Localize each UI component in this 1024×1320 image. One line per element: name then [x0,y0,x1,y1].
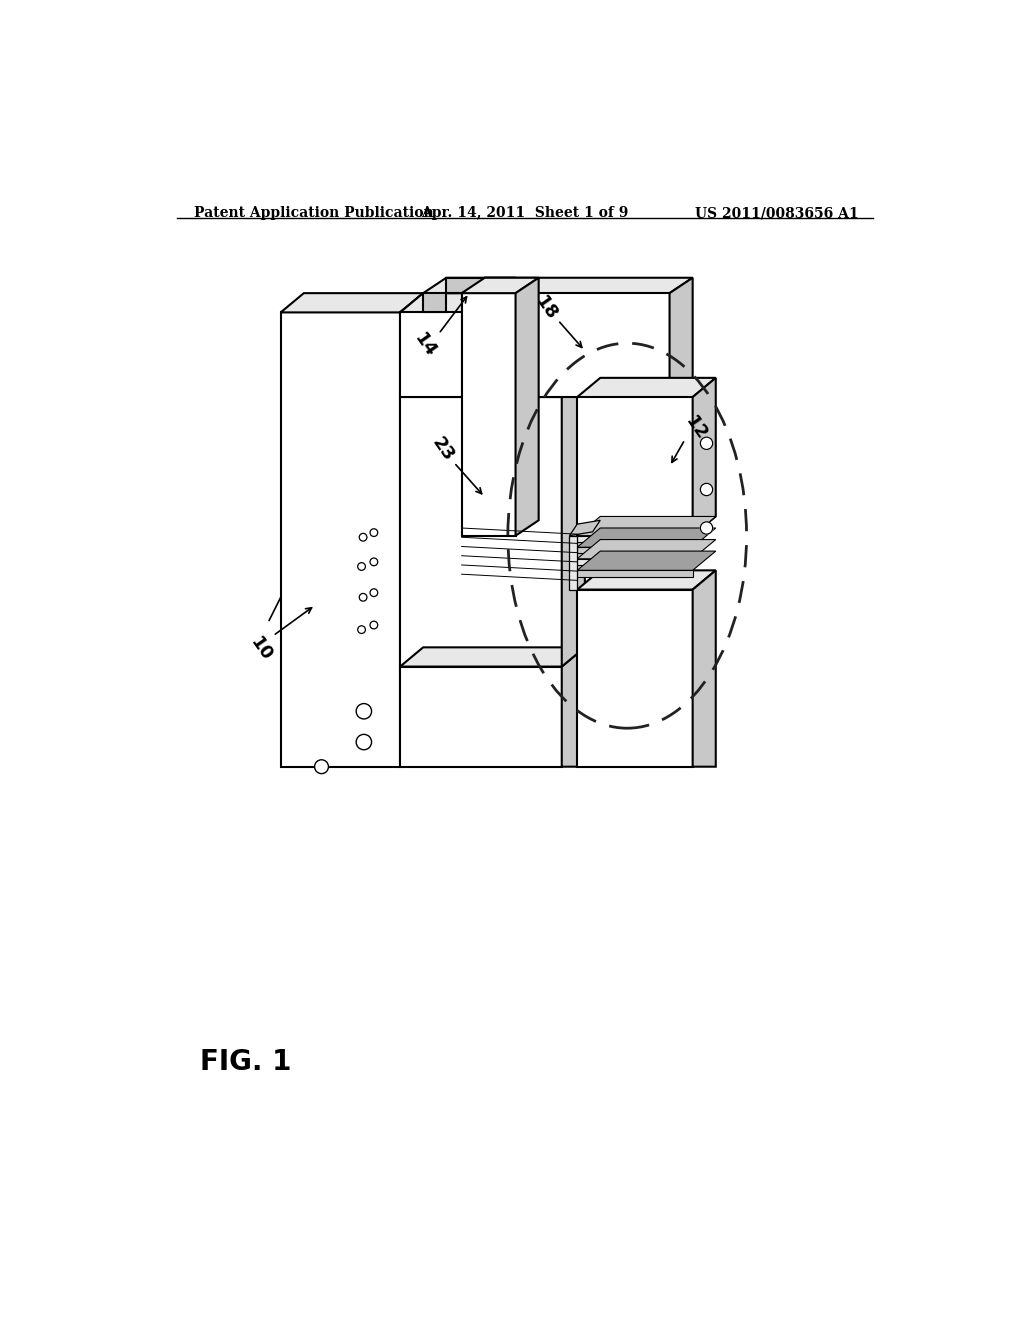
Polygon shape [578,590,692,767]
Polygon shape [692,570,716,767]
Polygon shape [400,293,585,313]
Polygon shape [281,293,423,313]
Text: US 2011/0083656 A1: US 2011/0083656 A1 [694,206,858,220]
Polygon shape [562,647,585,767]
Circle shape [359,533,367,541]
Polygon shape [578,570,716,590]
Circle shape [700,437,713,450]
Polygon shape [692,378,716,536]
Text: 23: 23 [428,434,457,465]
Circle shape [357,562,366,570]
Polygon shape [578,516,716,536]
Text: FIG. 1: FIG. 1 [200,1048,291,1076]
Polygon shape [400,667,562,767]
Text: 18: 18 [531,293,561,323]
Polygon shape [462,277,539,293]
Polygon shape [578,528,716,548]
Polygon shape [400,293,423,767]
Polygon shape [400,313,562,397]
Polygon shape [446,277,515,293]
Polygon shape [578,548,692,553]
Polygon shape [578,552,716,570]
Circle shape [314,760,329,774]
Polygon shape [562,378,585,667]
Circle shape [370,558,378,566]
Polygon shape [462,277,692,293]
Circle shape [370,529,378,536]
Text: 10: 10 [247,634,276,665]
Polygon shape [423,293,446,313]
Circle shape [700,521,713,535]
Circle shape [356,734,372,750]
Polygon shape [578,536,692,543]
Polygon shape [569,536,578,590]
Polygon shape [281,313,400,767]
Polygon shape [578,397,692,536]
Polygon shape [578,570,692,577]
Text: 14: 14 [411,330,440,360]
Polygon shape [515,277,539,536]
Text: Apr. 14, 2011  Sheet 1 of 9: Apr. 14, 2011 Sheet 1 of 9 [421,206,629,220]
Circle shape [356,704,372,719]
Polygon shape [569,520,600,536]
Text: 12: 12 [682,412,711,444]
Polygon shape [578,378,716,397]
Polygon shape [462,293,670,397]
Polygon shape [578,558,692,565]
Circle shape [359,594,367,601]
Polygon shape [423,277,515,293]
Polygon shape [578,540,716,558]
Polygon shape [462,293,515,536]
Circle shape [700,483,713,495]
Circle shape [357,626,366,634]
Text: Patent Application Publication: Patent Application Publication [194,206,433,220]
Circle shape [370,589,378,597]
Polygon shape [562,293,585,397]
Polygon shape [670,277,692,397]
Polygon shape [400,397,562,667]
Polygon shape [400,647,585,667]
Circle shape [370,622,378,628]
